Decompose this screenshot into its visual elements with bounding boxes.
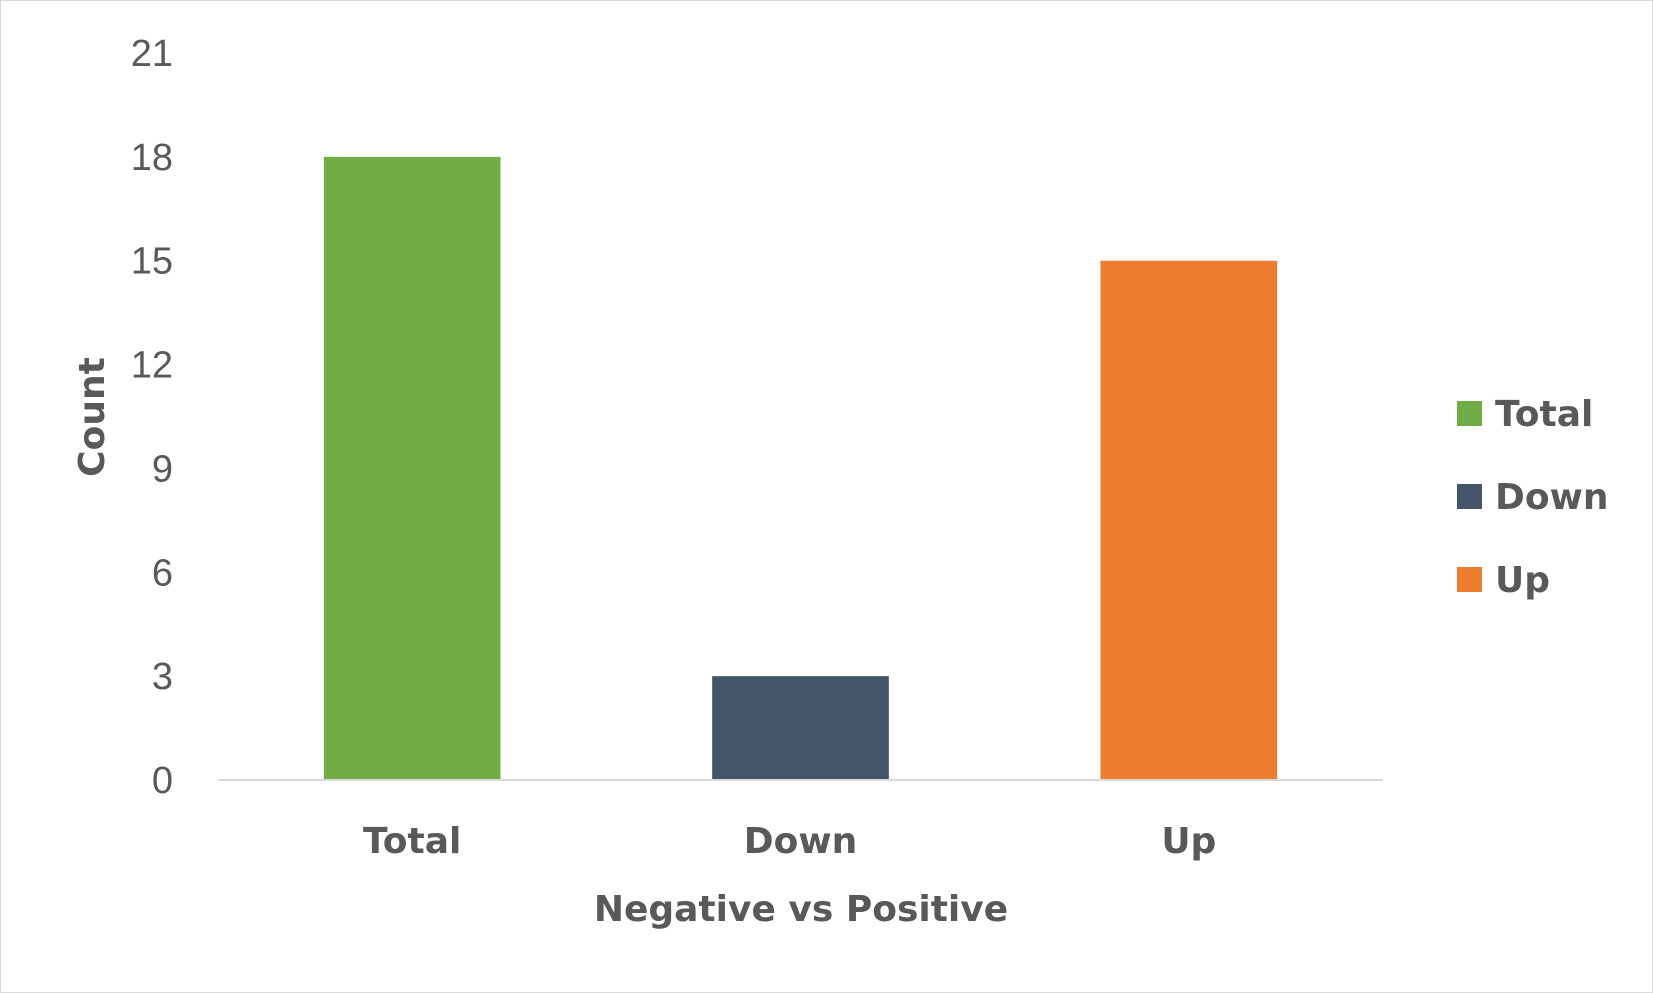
y-tick-label: 18 (131, 137, 173, 179)
x-tick-label: Up (1161, 821, 1216, 862)
legend: Total Down Up (1457, 394, 1609, 601)
bar-up (1100, 260, 1278, 780)
x-tick-label: Down (744, 821, 858, 862)
legend-swatch (1457, 401, 1482, 426)
x-axis-labels: Total Down Up (363, 821, 1216, 862)
y-tick-label: 3 (152, 656, 173, 698)
y-tick-label: 12 (131, 345, 173, 387)
legend-label: Total (1495, 394, 1593, 435)
y-axis-title: Count (72, 357, 113, 477)
y-tick-label: 9 (152, 448, 173, 490)
y-tick-label: 0 (152, 760, 173, 802)
bar-total (323, 156, 501, 780)
y-tick-label: 6 (152, 552, 173, 594)
bar-down (712, 676, 889, 780)
y-tick-label: 15 (131, 241, 173, 283)
y-tick-label: 21 (131, 33, 173, 75)
y-axis-ticks: 0 3 6 9 12 15 18 21 (131, 33, 173, 802)
bars (323, 156, 1278, 780)
legend-swatch (1457, 567, 1482, 592)
legend-swatch (1457, 484, 1482, 509)
legend-label: Up (1495, 560, 1550, 601)
x-axis-title: Negative vs Positive (594, 889, 1008, 930)
x-tick-label: Total (363, 821, 461, 862)
legend-label: Down (1495, 477, 1609, 518)
